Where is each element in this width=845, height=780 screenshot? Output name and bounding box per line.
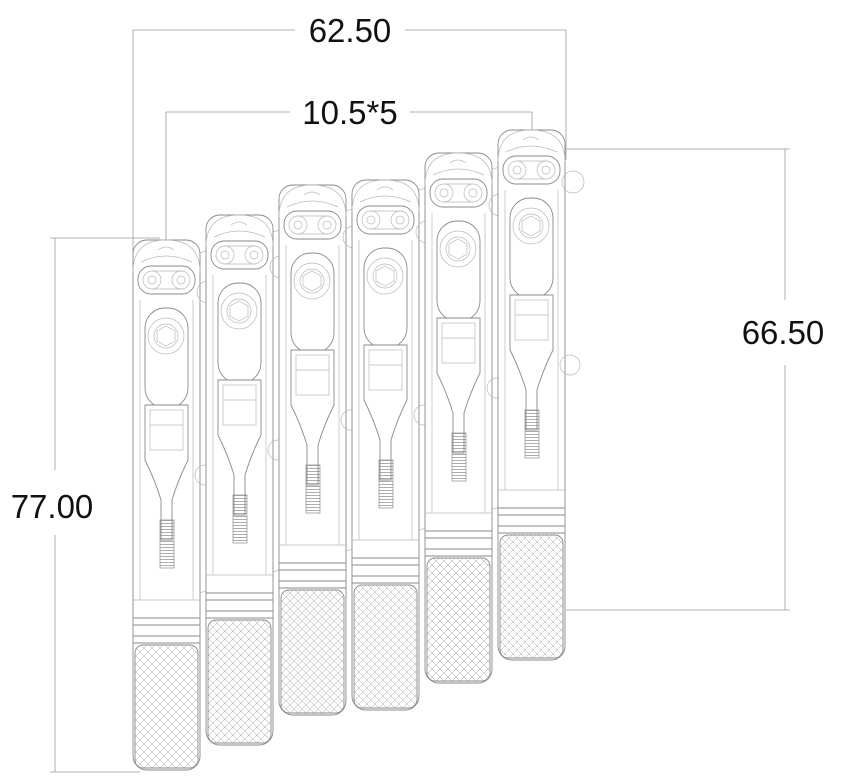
saddle-6 bbox=[497, 129, 585, 661]
dimension-lines bbox=[50, 29, 790, 773]
right-height-label: 66.50 bbox=[742, 314, 825, 351]
overall-width-label: 62.50 bbox=[309, 12, 392, 49]
saddle-4 bbox=[351, 179, 439, 711]
left-height-label: 77.00 bbox=[11, 488, 94, 525]
saddle-5 bbox=[424, 152, 512, 684]
saddle-3 bbox=[278, 184, 366, 716]
saddle-2 bbox=[205, 214, 293, 746]
saddle-1 bbox=[132, 239, 220, 771]
saddle-group bbox=[132, 129, 585, 771]
string-spacing-label: 10.5*5 bbox=[302, 94, 397, 131]
